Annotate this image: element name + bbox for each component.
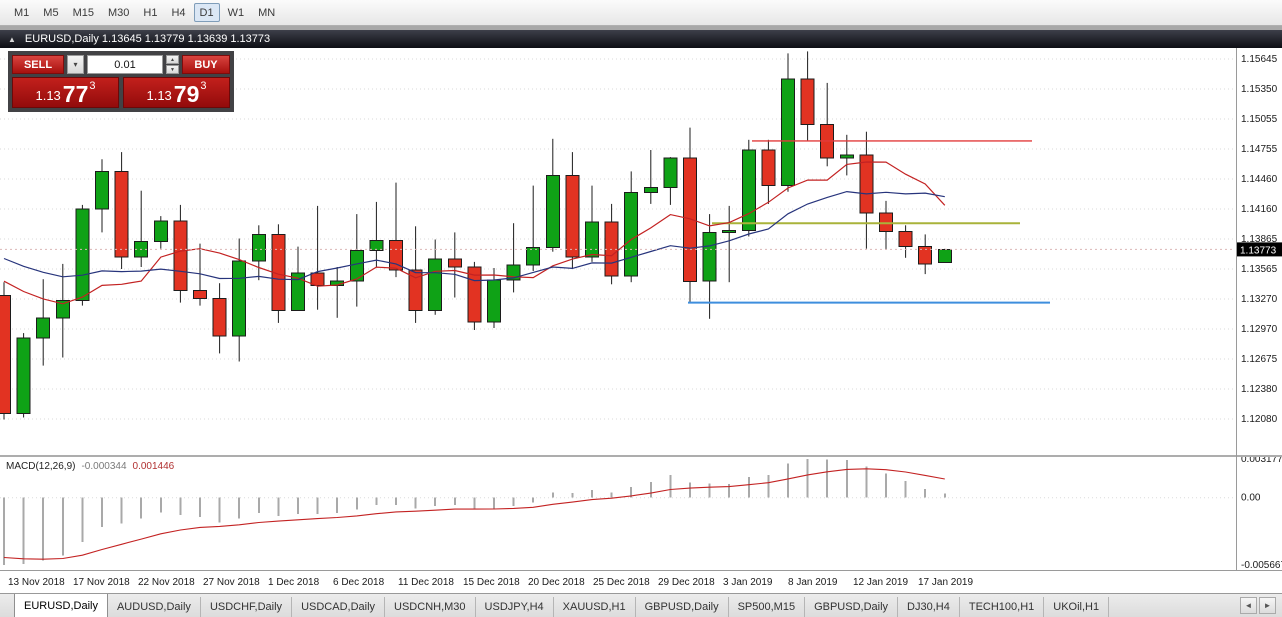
chart-tab-ukoil-h1[interactable]: UKOil,H1: [1044, 597, 1110, 617]
chart-tab-audusd-daily[interactable]: AUDUSD,Daily: [108, 597, 201, 617]
chart-tab-usdchf-daily[interactable]: USDCHF,Daily: [201, 597, 293, 617]
current-price-badge: 1.13773: [1236, 242, 1282, 257]
svg-text:1.13773: 1.13773: [1240, 245, 1277, 256]
chart-area: 1.15645 1.15350 1.15055 1.14755 1.14460 1.141…: [0, 48, 1282, 593]
svg-text:3 Jan 2019: 3 Jan 2019: [723, 577, 773, 588]
lot-size-input[interactable]: [87, 55, 163, 74]
candlestick-chart[interactable]: 1.15645 1.15350 1.15055 1.14755 1.14460 1.141…: [0, 48, 1282, 593]
buy-price-pips: 79: [173, 81, 200, 107]
tab-scroll-controls: ◄ ►: [1234, 594, 1282, 617]
timeframe-mn[interactable]: MN: [252, 3, 281, 22]
lot-spinner: ▲ ▼: [166, 55, 179, 74]
macd-label: MACD(12,26,9) -0.000344 0.001446: [6, 461, 175, 472]
svg-text:1.15350: 1.15350: [1241, 84, 1278, 95]
date-axis: 13 Nov 2018 17 Nov 2018 22 Nov 2018 27 Nov …: [8, 577, 973, 588]
chart-tab-eurusd-daily[interactable]: EURUSD,Daily: [14, 594, 108, 617]
macd-signal-line: [3, 468, 945, 560]
svg-text:1.12970: 1.12970: [1241, 324, 1278, 335]
macd-histogram: [3, 459, 946, 565]
svg-text:20 Dec 2018: 20 Dec 2018: [528, 577, 585, 588]
svg-text:13 Nov 2018: 13 Nov 2018: [8, 577, 65, 588]
tabs-scroll-right-button[interactable]: ►: [1259, 597, 1276, 614]
svg-text:-0.005667: -0.005667: [1241, 560, 1282, 571]
chart-tab-usdcad-daily[interactable]: USDCAD,Daily: [292, 597, 386, 617]
chart-tab-xauusd-h1[interactable]: XAUUSD,H1: [554, 597, 636, 617]
timeframe-toolbar: M1 M5 M15 M30 H1 H4 D1 W1 MN: [0, 0, 1282, 26]
svg-text:11 Dec 2018: 11 Dec 2018: [398, 577, 454, 588]
svg-text:29 Dec 2018: 29 Dec 2018: [658, 577, 715, 588]
chart-tab-gbpusd-daily[interactable]: GBPUSD,Daily: [636, 597, 729, 617]
timeframe-w1[interactable]: W1: [222, 3, 251, 22]
buy-price-figure: 1.13: [146, 88, 172, 103]
chart-tab-usdjpy-h4[interactable]: USDJPY,H4: [476, 597, 554, 617]
svg-text:1.14460: 1.14460: [1241, 174, 1278, 185]
svg-text:1.12080: 1.12080: [1241, 414, 1278, 425]
svg-text:1.15055: 1.15055: [1241, 114, 1278, 125]
chart-tab-tech100-h1[interactable]: TECH100,H1: [960, 597, 1045, 617]
tabs-scroll-left-button[interactable]: ◄: [1240, 597, 1257, 614]
price-grid: 1.15645 1.15350 1.15055 1.14755 1.14460 1.141…: [0, 54, 1278, 425]
one-click-trade-panel: SELL ▾ ▲ ▼ BUY 1.13 77 3 1.13: [8, 51, 234, 112]
svg-text:1.13865: 1.13865: [1241, 234, 1278, 245]
svg-text:1.14160: 1.14160: [1241, 204, 1278, 215]
buy-button[interactable]: BUY: [182, 55, 230, 74]
svg-text:27 Nov 2018: 27 Nov 2018: [203, 577, 260, 588]
buy-price-point: 3: [200, 80, 207, 92]
svg-text:25 Dec 2018: 25 Dec 2018: [593, 577, 650, 588]
one-click-collapse-icon[interactable]: ▲: [8, 34, 16, 44]
chart-title: EURUSD,Daily 1.13645 1.13779 1.13639 1.1…: [24, 33, 271, 45]
timeframe-m5[interactable]: M5: [37, 3, 64, 22]
order-dropdown-button[interactable]: ▾: [67, 55, 84, 74]
lot-increase-button[interactable]: ▲: [166, 55, 179, 64]
svg-text:1.12380: 1.12380: [1241, 384, 1278, 395]
svg-text:22 Nov 2018: 22 Nov 2018: [138, 577, 195, 588]
chart-titlebar[interactable]: ▲ EURUSD,Daily 1.13645 1.13779 1.13639 1…: [0, 30, 1282, 48]
chart-tab-dj30-h4[interactable]: DJ30,H4: [898, 597, 960, 617]
svg-text:0.003177: 0.003177: [1241, 454, 1282, 465]
timeframe-m30[interactable]: M30: [102, 3, 135, 22]
sell-price-figure: 1.13: [35, 88, 61, 103]
svg-text:1 Dec 2018: 1 Dec 2018: [268, 577, 320, 588]
sell-button[interactable]: SELL: [12, 55, 64, 74]
lot-decrease-button[interactable]: ▼: [166, 65, 179, 74]
ma-slow-line[interactable]: [3, 190, 945, 282]
chart-tab-gbpusd-daily[interactable]: GBPUSD,Daily: [805, 597, 899, 617]
svg-text:17 Nov 2018: 17 Nov 2018: [73, 577, 130, 588]
buy-price-display[interactable]: 1.13 79 3: [123, 77, 230, 108]
chart-tab-usdcnh-m30[interactable]: USDCNH,M30: [385, 597, 476, 617]
chart-tab-sp500-m15[interactable]: SP500,M15: [729, 597, 806, 617]
timeframe-h4[interactable]: H4: [165, 3, 191, 22]
svg-text:1.14755: 1.14755: [1241, 144, 1278, 155]
svg-text:17 Jan 2019: 17 Jan 2019: [918, 577, 973, 588]
timeframe-d1[interactable]: D1: [193, 3, 220, 22]
sell-price-display[interactable]: 1.13 77 3: [12, 77, 119, 108]
timeframe-m1[interactable]: M1: [8, 3, 35, 22]
chevron-down-icon: ▾: [73, 60, 78, 69]
chart-tabs: EURUSD,Daily AUDUSD,Daily USDCHF,Daily USDC…: [0, 594, 1234, 617]
svg-text:12 Jan 2019: 12 Jan 2019: [853, 577, 908, 588]
sell-price-point: 3: [89, 80, 96, 92]
candles-layer: [0, 51, 952, 420]
svg-text:1.13565: 1.13565: [1241, 264, 1278, 275]
sell-price-pips: 77: [62, 81, 89, 107]
svg-text:1.12675: 1.12675: [1241, 354, 1278, 365]
svg-text:1.13270: 1.13270: [1241, 294, 1278, 305]
svg-text:1.15645: 1.15645: [1241, 54, 1278, 65]
svg-text:15 Dec 2018: 15 Dec 2018: [463, 577, 520, 588]
svg-text:6 Dec 2018: 6 Dec 2018: [333, 577, 385, 588]
svg-text:0.00: 0.00: [1241, 493, 1261, 504]
chart-tabbar: EURUSD,Daily AUDUSD,Daily USDCHF,Daily USDC…: [0, 593, 1282, 617]
ma-fast-line[interactable]: [3, 161, 946, 305]
timeframe-m15[interactable]: M15: [67, 3, 100, 22]
svg-text:8 Jan 2019: 8 Jan 2019: [788, 577, 838, 588]
timeframe-h1[interactable]: H1: [137, 3, 163, 22]
